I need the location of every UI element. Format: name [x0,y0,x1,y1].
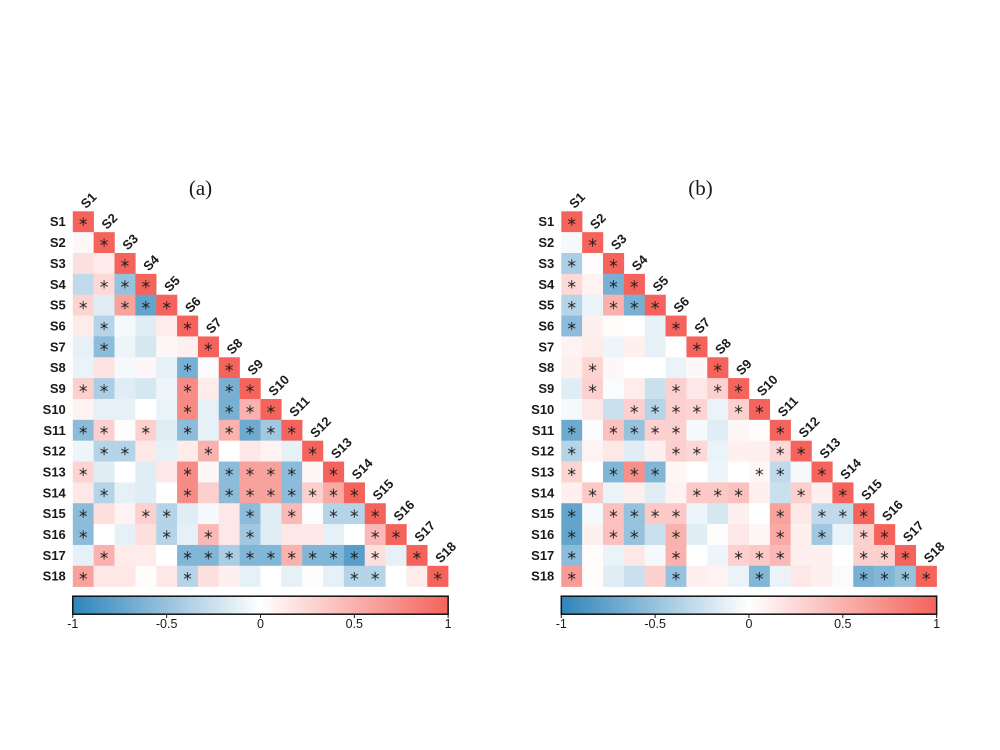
svg-text:-0.5: -0.5 [644,617,666,631]
svg-text:S12: S12 [43,444,66,459]
svg-text:S7: S7 [50,339,66,354]
svg-text:S14: S14 [43,485,67,500]
svg-text:S5: S5 [50,298,66,313]
svg-text:S3: S3 [50,256,66,271]
svg-text:S6: S6 [50,318,66,333]
svg-text:S17: S17 [531,548,554,563]
svg-text:S14: S14 [531,485,555,500]
svg-text:S10: S10 [43,402,66,417]
svg-text:0.5: 0.5 [346,617,363,631]
svg-text:S1: S1 [50,214,66,229]
svg-text:S2: S2 [50,235,66,250]
svg-text:S1: S1 [538,214,554,229]
svg-text:S4: S4 [538,277,555,292]
svg-text:S7: S7 [538,339,554,354]
svg-text:S13: S13 [531,464,554,479]
svg-text:S18: S18 [43,569,66,584]
svg-text:S16: S16 [531,527,554,542]
svg-text:-1: -1 [67,617,78,631]
svg-text:S8: S8 [50,360,66,375]
svg-text:(a): (a) [189,176,212,200]
svg-text:S16: S16 [43,527,66,542]
svg-text:S4: S4 [50,277,67,292]
svg-text:0: 0 [257,617,264,631]
svg-text:-0.5: -0.5 [156,617,178,631]
svg-text:S3: S3 [538,256,554,271]
svg-text:S6: S6 [538,318,554,333]
svg-text:0: 0 [746,617,753,631]
svg-text:(b): (b) [688,176,713,200]
svg-text:1: 1 [445,617,452,631]
svg-text:S15: S15 [531,506,554,521]
svg-text:S18: S18 [531,569,554,584]
svg-text:S17: S17 [43,548,66,563]
svg-text:S2: S2 [538,235,554,250]
svg-text:1: 1 [933,617,940,631]
svg-text:S9: S9 [50,381,66,396]
svg-text:S13: S13 [43,464,66,479]
svg-text:S5: S5 [538,298,554,313]
svg-text:S12: S12 [531,444,554,459]
svg-text:S8: S8 [538,360,554,375]
svg-text:S11: S11 [43,423,65,438]
svg-text:S9: S9 [538,381,554,396]
svg-text:S15: S15 [43,506,66,521]
svg-text:S11: S11 [532,423,554,438]
svg-text:S10: S10 [531,402,554,417]
svg-text:-1: -1 [556,617,567,631]
svg-text:0.5: 0.5 [834,617,851,631]
